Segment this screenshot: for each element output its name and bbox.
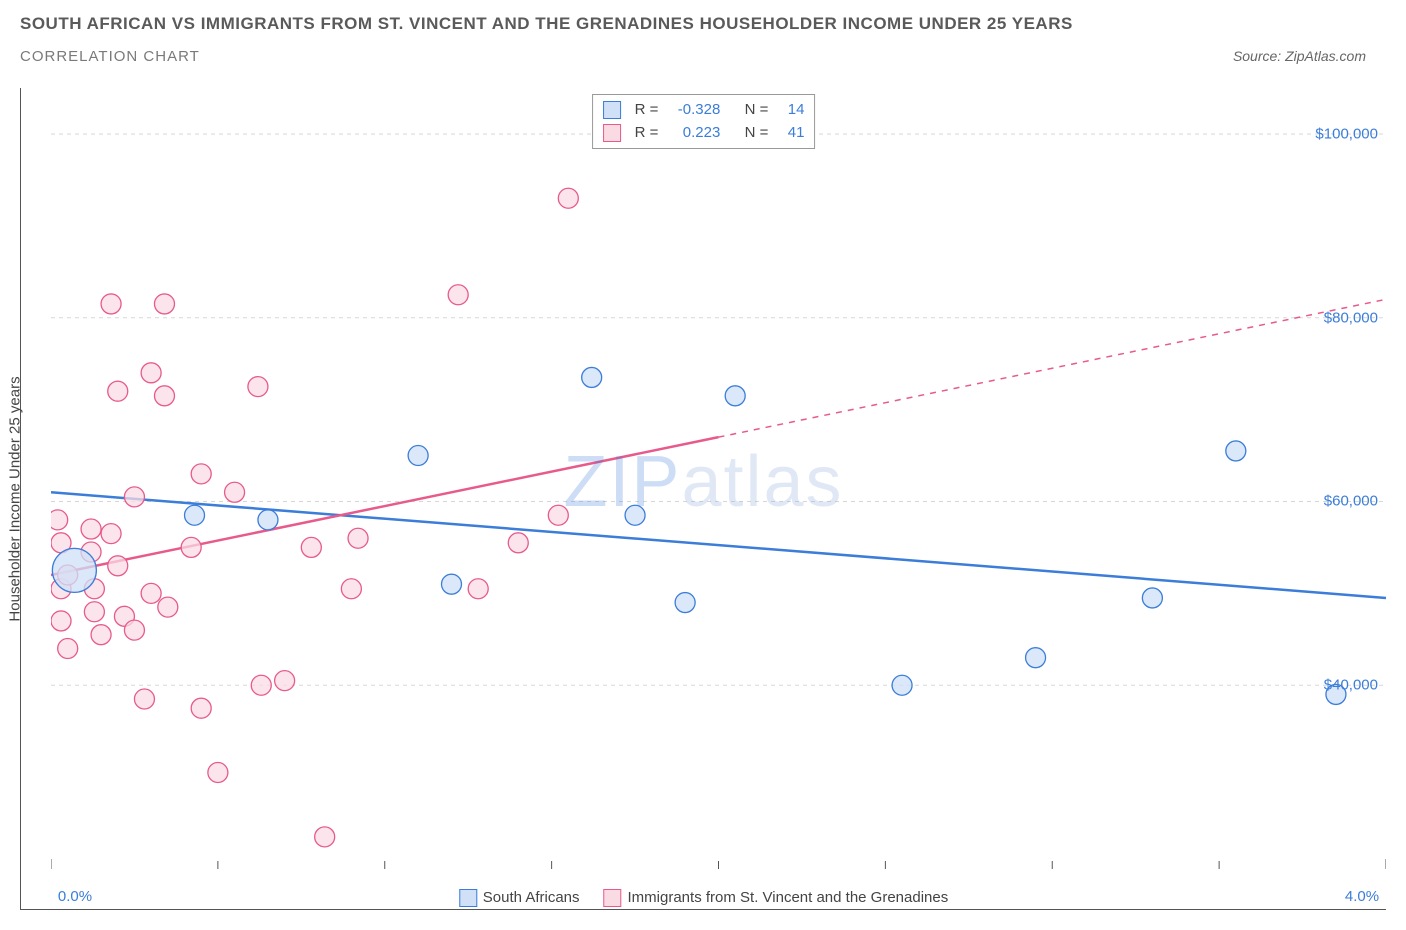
subtitle-row: CORRELATION CHART Source: ZipAtlas.com xyxy=(20,48,1386,65)
stats-r-value: -0.328 xyxy=(666,99,720,122)
y-tick-label: $80,000 xyxy=(1324,309,1378,326)
x-tick-label: 4.0% xyxy=(1345,888,1379,905)
y-tick-label: $60,000 xyxy=(1324,493,1378,510)
chart-title: SOUTH AFRICAN VS IMMIGRANTS FROM ST. VIN… xyxy=(20,14,1386,34)
y-tick-label: $100,000 xyxy=(1315,125,1378,142)
stats-legend: R = -0.328 N = 14 R = 0.223 N = 41 xyxy=(592,94,816,149)
stats-row: R = 0.223 N = 41 xyxy=(603,122,805,145)
chart-area: Householder Income Under 25 years ZIPatl… xyxy=(20,88,1386,910)
legend-item: Immigrants from St. Vincent and the Gren… xyxy=(604,889,949,907)
stats-n-value: 41 xyxy=(776,122,804,145)
chart-header: SOUTH AFRICAN VS IMMIGRANTS FROM ST. VIN… xyxy=(0,0,1406,71)
legend-swatch xyxy=(604,889,622,907)
chart-subtitle: CORRELATION CHART xyxy=(20,48,200,65)
legend-label: Immigrants from St. Vincent and the Gren… xyxy=(628,889,949,906)
x-tick-label: 0.0% xyxy=(58,888,92,905)
legend-label: South Africans xyxy=(483,889,580,906)
legend-item: South Africans xyxy=(459,889,580,907)
series-legend: South Africans Immigrants from St. Vincen… xyxy=(459,889,948,907)
source-value: ZipAtlas.com xyxy=(1285,48,1366,64)
source-label: Source: xyxy=(1233,48,1281,64)
stats-n-label: N = xyxy=(745,99,769,122)
stats-n-label: N = xyxy=(745,122,769,145)
stats-swatch xyxy=(603,101,621,119)
y-tick-label: $40,000 xyxy=(1324,677,1378,694)
stats-r-value: 0.223 xyxy=(666,122,720,145)
stats-r-label: R = xyxy=(635,99,659,122)
source-citation: Source: ZipAtlas.com xyxy=(1233,48,1366,64)
y-axis-label: Householder Income Under 25 years xyxy=(7,376,24,621)
stats-swatch xyxy=(603,124,621,142)
scatter-plot xyxy=(51,88,1386,869)
stats-n-value: 14 xyxy=(776,99,804,122)
stats-row: R = -0.328 N = 14 xyxy=(603,99,805,122)
stats-r-label: R = xyxy=(635,122,659,145)
legend-swatch xyxy=(459,889,477,907)
